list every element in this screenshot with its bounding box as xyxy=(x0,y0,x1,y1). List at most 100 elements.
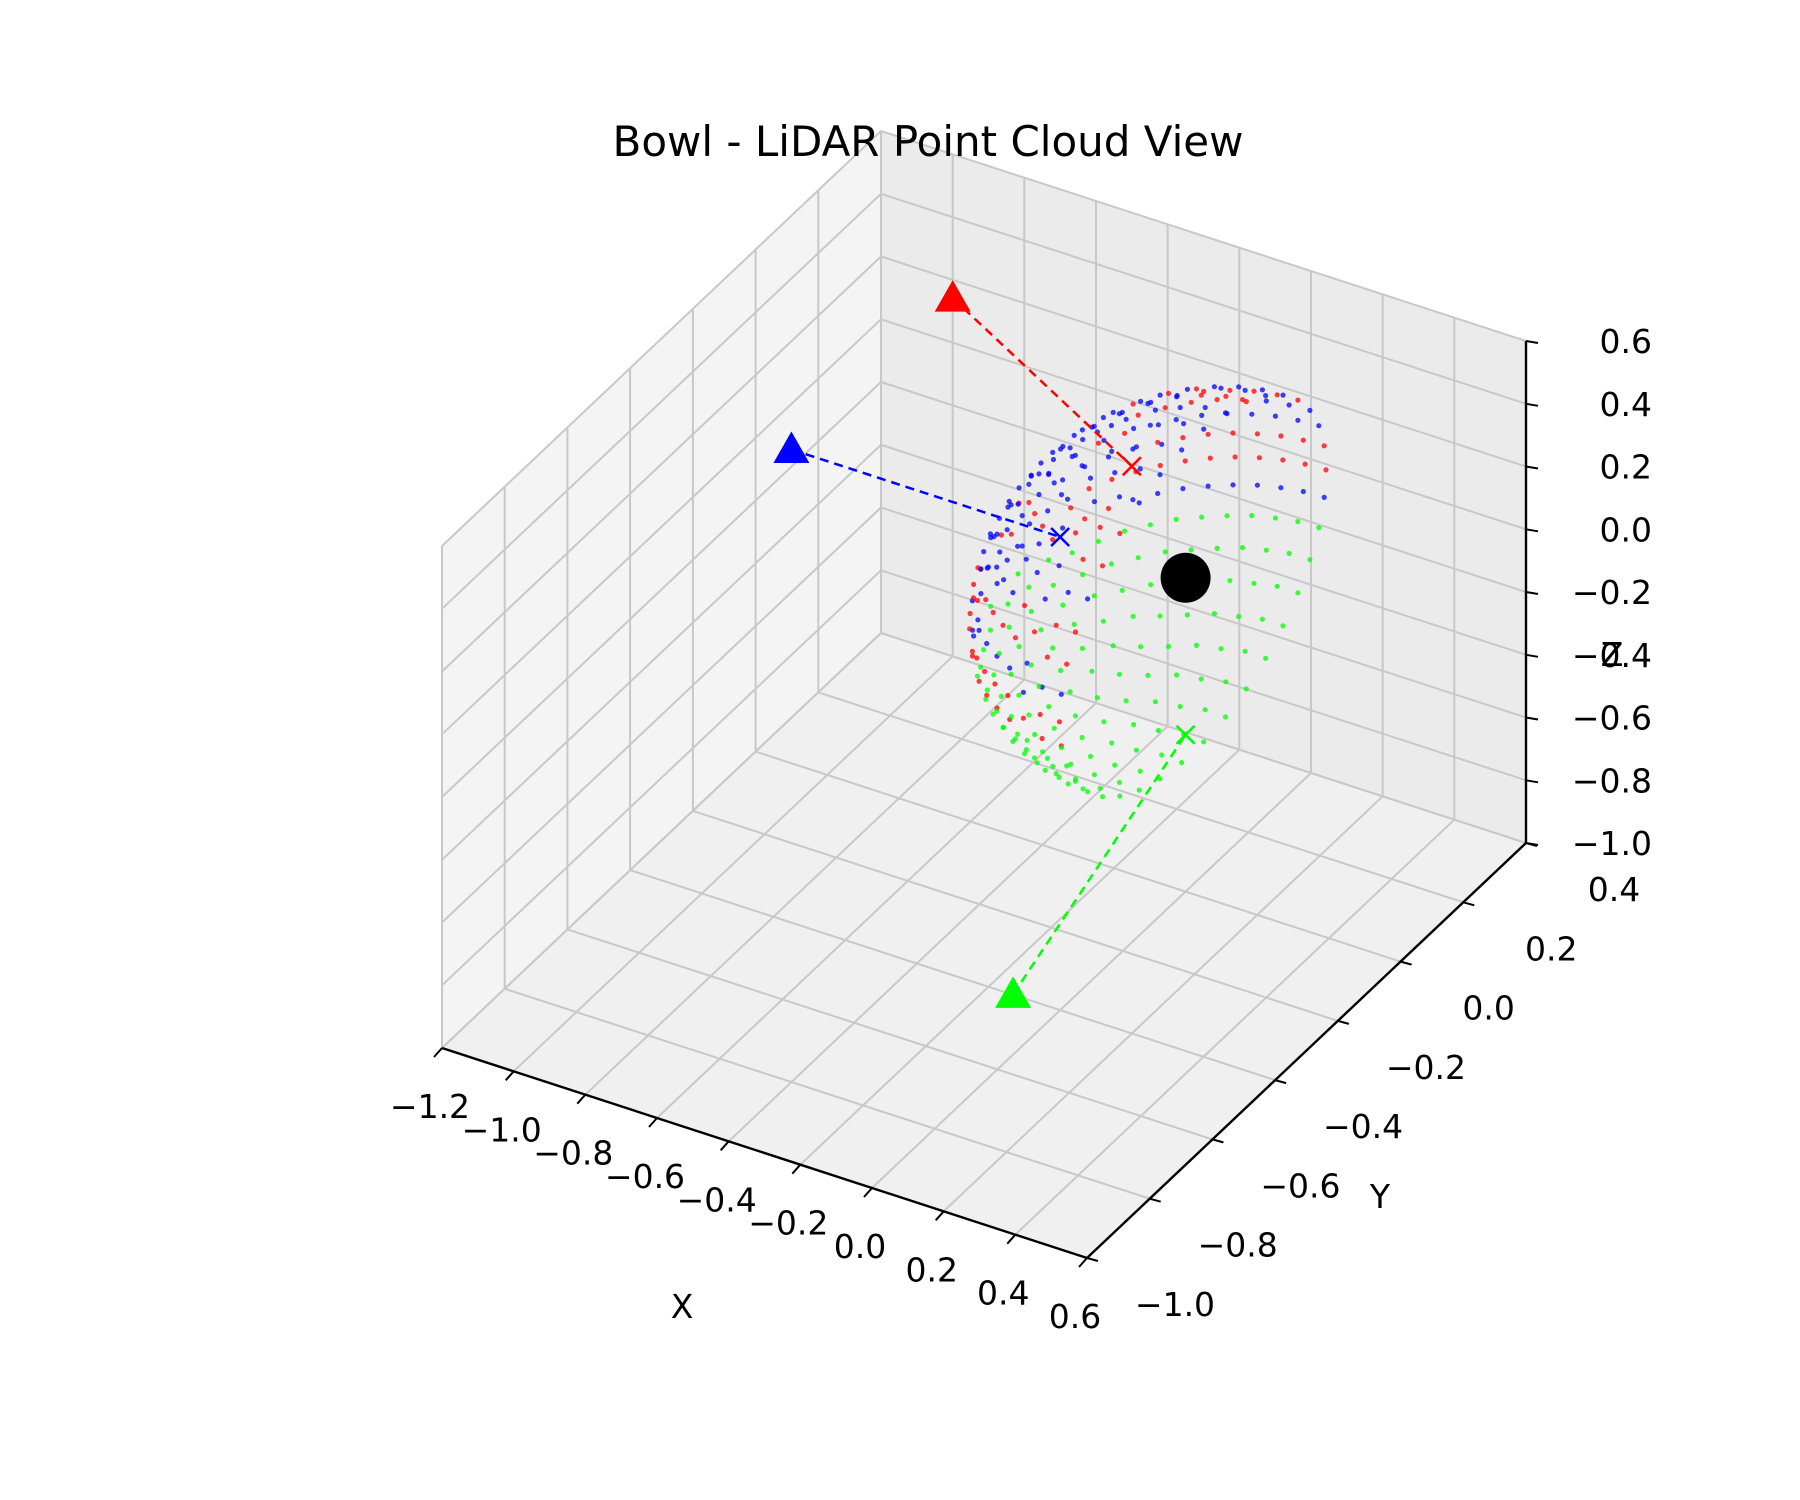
cloud-point xyxy=(1087,753,1094,760)
cloud-point xyxy=(1068,761,1074,767)
cloud-point xyxy=(1218,385,1224,391)
cloud-point xyxy=(1188,399,1194,405)
grid-line xyxy=(441,632,882,1049)
cloud-point xyxy=(1040,749,1046,755)
cloud-point xyxy=(1005,692,1011,699)
cloud-point xyxy=(1067,445,1073,451)
cloud-point xyxy=(1034,569,1040,576)
cloud-point xyxy=(1263,547,1269,553)
grid-line xyxy=(880,318,1527,531)
cloud-point xyxy=(1079,734,1085,741)
cloud-point xyxy=(1105,505,1112,512)
cloud-point xyxy=(1157,392,1163,398)
cloud-point xyxy=(970,595,977,601)
cloud-point xyxy=(1259,387,1265,393)
z-tick-label: 0.6 xyxy=(1600,322,1652,361)
cloud-point xyxy=(1122,430,1128,436)
cloud-point xyxy=(1130,446,1136,452)
green-sensor-marker xyxy=(995,976,1032,1008)
cloud-point xyxy=(1207,455,1213,461)
cloud-point xyxy=(1016,643,1022,650)
y-tick-label: −0.4 xyxy=(1323,1107,1403,1146)
cloud-point xyxy=(1295,397,1301,403)
cloud-point xyxy=(1242,648,1248,654)
grid-line xyxy=(441,318,882,736)
cloud-point xyxy=(1024,660,1030,666)
cloud-point xyxy=(988,535,994,541)
cloud-point xyxy=(1001,577,1007,583)
cloud-point xyxy=(1099,563,1106,569)
cloud-point xyxy=(1046,704,1052,710)
cloud-point xyxy=(994,708,1000,714)
cloud-point xyxy=(1046,557,1052,563)
z-tick-mark xyxy=(1525,653,1539,658)
cloud-point xyxy=(1272,515,1278,521)
y-tick-mark xyxy=(1274,1079,1287,1085)
cloud-point xyxy=(1005,601,1011,607)
cloud-point xyxy=(969,648,976,655)
cloud-point xyxy=(1006,624,1012,630)
y-tick-mark xyxy=(1149,1197,1161,1203)
cloud-point xyxy=(1060,602,1066,608)
cloud-point xyxy=(1019,543,1025,549)
cloud-point xyxy=(978,566,984,572)
y-tick-label: −0.2 xyxy=(1386,1048,1466,1087)
cloud-point xyxy=(1224,513,1230,519)
cloud-point xyxy=(1227,387,1233,393)
y-tick-label: 0.4 xyxy=(1588,870,1640,909)
cloud-point xyxy=(1242,387,1248,393)
grid-line xyxy=(799,748,1240,1166)
cloud-point xyxy=(1082,516,1088,522)
cloud-point xyxy=(1133,747,1139,753)
cloud-point xyxy=(994,564,1000,570)
cloud-point xyxy=(1023,747,1029,753)
cloud-point xyxy=(1274,583,1280,589)
y-tick-label: 0.0 xyxy=(1462,989,1514,1028)
cloud-point xyxy=(1044,654,1050,660)
x-axis-line xyxy=(441,1046,1088,1260)
cloud-point xyxy=(1263,393,1269,399)
x-tick-mark xyxy=(576,1094,587,1105)
cloud-point xyxy=(1067,689,1073,695)
x-tick-label: −0.4 xyxy=(677,1180,757,1219)
cloud-point xyxy=(1101,437,1107,443)
x-tick-mark xyxy=(504,1070,515,1081)
cloud-point xyxy=(1099,794,1106,800)
cloud-point xyxy=(981,549,987,555)
cloud-point xyxy=(974,655,980,661)
cloud-point xyxy=(1058,492,1065,498)
cloud-point xyxy=(1020,689,1026,695)
cloud-point xyxy=(992,681,998,687)
cloud-point xyxy=(1300,488,1306,495)
cloud-point xyxy=(1184,612,1190,618)
x-tick-mark xyxy=(863,1187,873,1198)
grid-line xyxy=(943,795,1384,1213)
cloud-point xyxy=(1182,458,1188,464)
z-tick-label: 0.0 xyxy=(1600,510,1652,549)
cloud-point xyxy=(1060,525,1066,531)
cloud-point xyxy=(1286,550,1292,557)
sensor-markers xyxy=(773,280,1211,1008)
cloud-point xyxy=(1122,528,1128,534)
cloud-point xyxy=(1032,510,1038,517)
cloud-point xyxy=(1085,596,1091,602)
cloud-point xyxy=(1180,486,1186,492)
z-tick-mark xyxy=(1525,716,1539,721)
grid-line xyxy=(513,655,954,1073)
cloud-point xyxy=(1050,645,1056,651)
cloud-point xyxy=(1026,584,1032,590)
cloud-point xyxy=(1280,457,1286,463)
cloud-point xyxy=(1295,518,1301,525)
cloud-point xyxy=(994,580,1000,587)
cloud-point xyxy=(1015,501,1021,507)
cloud-point xyxy=(1016,692,1022,698)
cloud-point xyxy=(1135,555,1141,561)
cloud-point xyxy=(971,633,977,639)
x-tick-mark xyxy=(1078,1257,1088,1268)
cloud-point xyxy=(1193,642,1200,649)
cloud-point xyxy=(1152,699,1158,705)
chart-title: Bowl - LiDAR Point Cloud View xyxy=(613,117,1244,166)
cloud-point xyxy=(994,531,1000,537)
cloud-point xyxy=(1050,582,1056,588)
